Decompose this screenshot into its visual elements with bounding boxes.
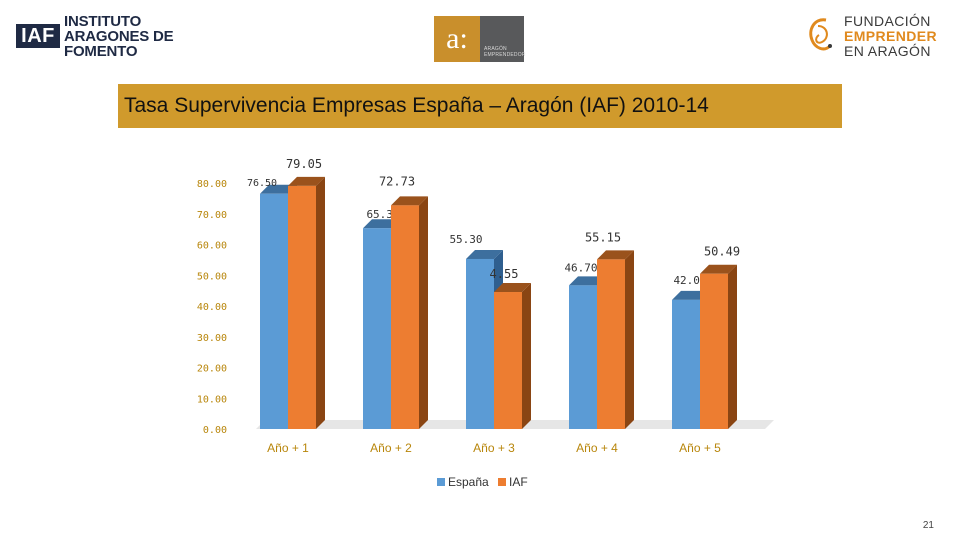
data-label-españa: 42.00 <box>673 274 706 287</box>
page-number: 21 <box>922 520 934 531</box>
bar-iaf <box>288 185 316 429</box>
bar-iaf <box>391 205 419 429</box>
legend-label-españa: España <box>448 475 489 489</box>
fundacion-logo-line-1: FUNDACIÓN <box>844 12 931 29</box>
bar-top-españa <box>363 219 400 229</box>
bar-top-iaf <box>700 264 737 274</box>
bar-top-españa <box>569 276 606 286</box>
data-label-españa: 46.70 <box>564 261 597 274</box>
aragon-logo-line-2: EMPRENDEDOR <box>484 52 526 58</box>
bar-españa <box>569 285 597 429</box>
iaf-logo-line-1: INSTITUTO <box>64 12 142 30</box>
iaf-logo: IAF INSTITUTO ARAGONES DE FOMENTO <box>16 12 174 60</box>
iaf-logo-box: IAF <box>16 24 60 48</box>
bar-top-españa <box>260 184 297 194</box>
aragon-logo-line-1: ARAGÓN <box>484 46 507 52</box>
fundacion-emprender-logo: FUNDACIÓN EMPRENDER EN ARAGÓN <box>804 12 937 60</box>
data-label-iaf: 79.05 <box>286 157 322 171</box>
bar-side-iaf <box>316 176 325 429</box>
bar-side-iaf <box>728 264 737 429</box>
aragon-logo-mark: a: <box>434 16 480 62</box>
data-label-españa: 55.30 <box>449 233 482 246</box>
aragon-emprendedor-logo: a: ARAGÓN EMPRENDEDOR <box>434 16 526 62</box>
data-label-iaf: 72.73 <box>379 174 415 188</box>
bar-side-iaf <box>522 283 531 429</box>
data-label-españa: 76.50 <box>247 178 277 189</box>
data-label-iaf: 4.55 <box>490 267 519 281</box>
data-label-iaf: 50.49 <box>704 245 740 259</box>
x-category-label: Año + 3 <box>473 441 515 455</box>
y-tick-label: 20.00 <box>197 364 227 375</box>
bar-españa <box>672 299 700 429</box>
bar-top-españa <box>466 249 503 259</box>
y-tick-label: 50.00 <box>197 271 227 282</box>
bar-españa <box>363 228 391 429</box>
x-category-label: Año + 5 <box>679 441 721 455</box>
bar-iaf <box>700 273 728 429</box>
y-tick-label: 70.00 <box>197 210 227 221</box>
bar-iaf <box>597 259 625 429</box>
bar-top-iaf <box>288 176 325 186</box>
bar-top-iaf <box>391 196 428 206</box>
chart-title: Tasa Supervivencia Empresas España – Ara… <box>118 84 842 128</box>
y-tick-label: 60.00 <box>197 241 227 252</box>
y-tick-label: 80.00 <box>197 179 227 190</box>
y-tick-label: 10.00 <box>197 394 227 405</box>
fundacion-logo-line-2: EMPRENDER <box>844 27 938 44</box>
bar-side-iaf <box>625 250 634 429</box>
bar-españa <box>466 258 494 429</box>
y-tick-label: 40.00 <box>197 302 227 313</box>
data-label-iaf: 55.15 <box>585 230 621 244</box>
bar-side-iaf <box>419 196 428 429</box>
bar-top-españa <box>672 290 709 300</box>
iaf-logo-line-2: ARAGONES DE <box>64 27 174 45</box>
y-tick-label: 0.00 <box>203 425 227 436</box>
x-category-label: Año + 2 <box>370 441 412 455</box>
legend-swatch-iaf <box>498 478 506 486</box>
bar-españa <box>260 193 288 429</box>
bar-iaf <box>494 292 522 429</box>
bar-top-iaf <box>494 283 531 293</box>
legend-swatch-españa <box>437 478 445 486</box>
x-category-label: Año + 4 <box>576 441 618 455</box>
fundacion-logo-line-3: EN ARAGÓN <box>844 42 931 59</box>
y-tick-label: 30.00 <box>197 333 227 344</box>
fundacion-swirl-icon <box>809 18 832 51</box>
iaf-logo-line-3: FOMENTO <box>64 42 138 60</box>
x-category-label: Año + 1 <box>267 441 309 455</box>
legend-label-iaf: IAF <box>509 475 528 489</box>
bar-top-iaf <box>597 250 634 260</box>
